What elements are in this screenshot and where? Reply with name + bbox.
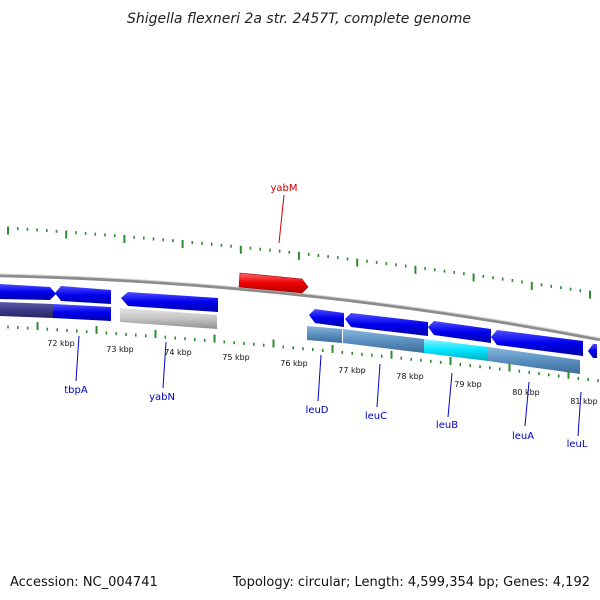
scale-label: 74 kbp: [164, 348, 192, 357]
genome-backbone-highlight: [0, 273, 600, 339]
gene-label-leuL[interactable]: leuL: [567, 439, 588, 450]
cds-track: [0, 302, 580, 374]
gene-labels: yabM tbpA yabN leuD leuC leuB leuA leuL: [64, 183, 588, 450]
gene-arrow[interactable]: [428, 321, 491, 343]
reverse-gene-track: [0, 284, 597, 358]
accession-text: Accession: NC_004741: [10, 575, 158, 590]
leader-line: [317, 354, 322, 402]
scale-label: 80 kbp: [512, 388, 540, 397]
gene-label-leuA[interactable]: leuA: [512, 431, 534, 442]
gene-yabM-arrow[interactable]: [238, 272, 309, 294]
leader-line: [75, 335, 80, 382]
scale-label: 81 kbp: [570, 397, 598, 406]
scale-label: 79 kbp: [454, 380, 482, 389]
scale-labels: 72 kbp 73 kbp 74 kbp 75 kbp 76 kbp 77 kb…: [47, 339, 598, 406]
leader-line: [447, 372, 453, 418]
gene-arrow[interactable]: [55, 286, 111, 304]
gene-arrow[interactable]: [345, 313, 428, 336]
cds-feature[interactable]: [343, 329, 424, 353]
gene-label-yabM[interactable]: yabM: [270, 183, 297, 194]
cds-feature[interactable]: [120, 308, 217, 329]
inner-tick-ring: [7, 322, 599, 383]
scale-label: 77 kbp: [338, 366, 366, 375]
cds-feature[interactable]: [488, 347, 580, 374]
scale-label: 76 kbp: [280, 359, 308, 368]
leader-line: [162, 341, 167, 389]
gene-label-tbpA[interactable]: tbpA: [64, 385, 88, 396]
leader-line: [278, 194, 285, 244]
cds-feature[interactable]: [307, 326, 342, 343]
scale-label: 72 kbp: [47, 339, 75, 348]
gene-arrow[interactable]: [0, 284, 56, 300]
gene-label-leuB[interactable]: leuB: [436, 420, 458, 431]
outer-tick-ring: [7, 226, 591, 299]
scale-label: 75 kbp: [222, 353, 250, 362]
scale-label: 78 kbp: [396, 372, 424, 381]
leader-line: [376, 363, 381, 408]
gene-label-yabN[interactable]: yabN: [149, 392, 175, 403]
cds-feature[interactable]: [424, 339, 488, 361]
cds-feature[interactable]: [0, 302, 53, 318]
gene-arrow[interactable]: [588, 344, 597, 358]
genome-backbone: [0, 273, 600, 342]
gene-arrow[interactable]: [309, 309, 344, 327]
map-title: Shigella flexneri 2a str. 2457T, complet…: [127, 11, 471, 27]
gene-label-leuC[interactable]: leuC: [365, 411, 387, 422]
genome-summary-text: Topology: circular; Length: 4,599,354 bp…: [232, 575, 590, 590]
leader-line: [524, 381, 530, 427]
gene-arrow[interactable]: [121, 292, 218, 312]
gene-arrow[interactable]: [491, 330, 583, 356]
gene-label-leuD[interactable]: leuD: [306, 405, 329, 416]
cds-feature[interactable]: [53, 304, 111, 321]
leader-line: [577, 391, 582, 437]
scale-label: 73 kbp: [106, 345, 134, 354]
